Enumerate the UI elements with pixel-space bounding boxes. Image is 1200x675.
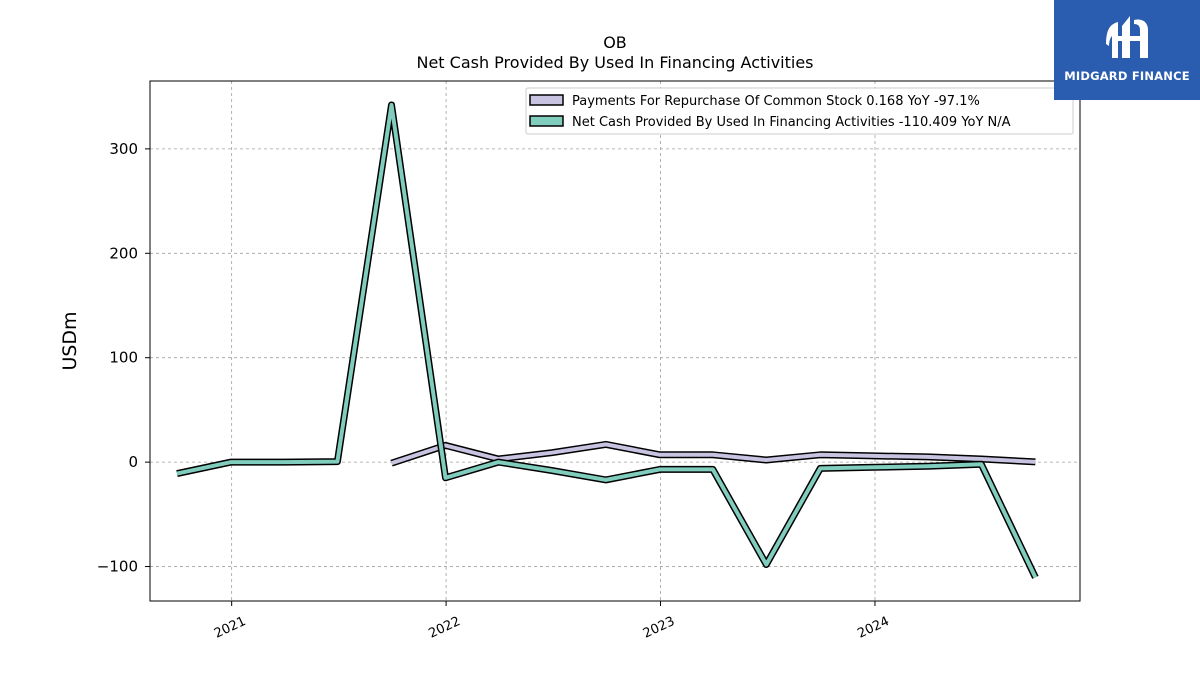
x-tick-label: 2023 [641, 614, 677, 642]
grid [150, 81, 1080, 601]
y-tick-label: 100 [109, 349, 138, 367]
series-financing-line [176, 103, 1038, 579]
legend-label-financing: Net Cash Provided By Used In Financing A… [572, 115, 1011, 130]
y-axis-label: USDm [59, 311, 81, 370]
midgard-logo-icon [1106, 16, 1148, 58]
x-tick-label: 2021 [212, 614, 248, 642]
y-tick-label: −100 [97, 558, 138, 576]
brand-logo: MIDGARD FINANCE [1054, 0, 1200, 100]
x-tick-label: 2024 [855, 614, 891, 642]
plot-frame [149, 80, 1081, 602]
series-lines [176, 101, 1039, 579]
chart-subtitle: Net Cash Provided By Used In Financing A… [416, 53, 813, 72]
x-tick-label: 2022 [426, 614, 462, 642]
legend-label-repurchase: Payments For Repurchase Of Common Stock … [572, 94, 980, 109]
y-tick-label: 200 [109, 244, 138, 262]
legend-box [525, 87, 1074, 135]
legend-swatch-financing [529, 115, 564, 127]
y-tick-label: 300 [109, 140, 138, 158]
chart-title: OB [603, 33, 627, 52]
legend-swatch-repurchase [529, 94, 564, 106]
series-financing-outline [176, 101, 1039, 579]
y-tick-label: 0 [128, 453, 138, 471]
legend: Payments For Repurchase Of Common Stock … [525, 87, 1074, 135]
brand-name: MIDGARD FINANCE [1064, 69, 1190, 83]
